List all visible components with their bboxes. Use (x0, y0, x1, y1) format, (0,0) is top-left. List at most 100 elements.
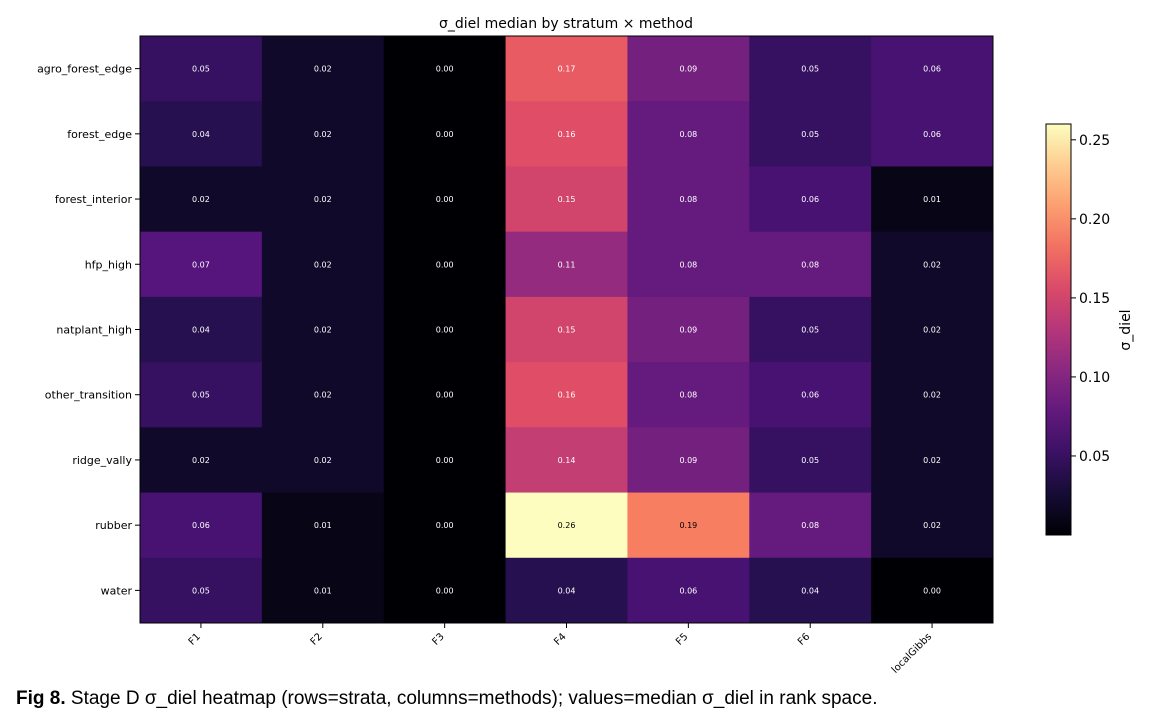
cell-value-label: 0.00 (436, 195, 454, 204)
column-axis: F1 F2 F3 F4 F5 F6 localGibbs (187, 623, 934, 676)
heatmap-cell (140, 36, 263, 102)
heatmap-cells: 0.05 0.02 0.00 0.17 0.09 0.05 0.06 0.04 0.02 0.00… (140, 36, 994, 624)
heatmap-cell (140, 231, 263, 298)
cell-value-label: 0.02 (923, 456, 941, 465)
heatmap-cell (261, 101, 385, 167)
heatmap-cell (383, 101, 507, 167)
cell-value-label: 0.02 (314, 65, 332, 74)
cell-value-label: 0.00 (436, 65, 454, 74)
heatmap-cell (383, 492, 507, 559)
heatmap-cell (871, 36, 994, 102)
row-tick-label: agro_forest_edge (37, 63, 132, 76)
cell-value-label: 0.02 (923, 260, 941, 269)
column-tick-label: F2 (309, 631, 325, 647)
heatmap-cell (383, 231, 507, 298)
heatmap-cell (627, 166, 750, 233)
heatmap-cell (261, 492, 385, 559)
heatmap-cell (627, 296, 750, 363)
heatmap-cell (261, 296, 385, 363)
row-tick-label: natplant_high (56, 324, 132, 337)
cell-value-label: 0.05 (192, 65, 210, 74)
column-tick-label: F6 (796, 631, 812, 647)
heatmap-cell (871, 362, 994, 428)
cell-value-label: 0.06 (192, 521, 210, 530)
cell-value-label: 0.08 (801, 521, 819, 530)
cell-value-label: 0.14 (558, 456, 576, 465)
cell-value-label: 0.02 (314, 195, 332, 204)
colorbar (1045, 123, 1072, 536)
heatmap-cell (505, 492, 628, 559)
column-tick-label: F4 (552, 631, 568, 647)
cell-value-label: 0.02 (314, 260, 332, 269)
caption-label: Fig 8. (16, 688, 66, 709)
cell-value-label: 0.02 (192, 195, 210, 204)
heatmap-cell (505, 557, 628, 624)
heatmap-cell (383, 166, 507, 233)
heatmap-cell (261, 362, 385, 428)
row-tick-label: other_transition (45, 389, 132, 402)
heatmap-cell (749, 492, 872, 559)
column-tick-label: F5 (674, 631, 690, 647)
cell-value-label: 0.02 (923, 326, 941, 335)
cell-value-label: 0.00 (436, 260, 454, 269)
cell-value-label: 0.17 (558, 65, 576, 74)
heatmap-cell (749, 101, 872, 167)
cell-value-label: 0.00 (436, 326, 454, 335)
column-tick-label: F3 (430, 631, 446, 647)
heatmap-cell (871, 296, 994, 363)
heatmap-cell (749, 557, 872, 624)
cell-value-label: 0.08 (679, 195, 697, 204)
heatmap-cell (749, 36, 872, 102)
heatmap-cell (627, 362, 750, 428)
heatmap-cell (627, 231, 750, 298)
cell-value-label: 0.00 (436, 521, 454, 530)
cell-value-label: 0.02 (314, 130, 332, 139)
cell-value-label: 0.08 (679, 391, 697, 400)
cell-value-label: 0.09 (679, 326, 697, 335)
cell-value-label: 0.00 (923, 586, 941, 595)
cell-value-label: 0.00 (436, 130, 454, 139)
heatmap-cell (505, 36, 628, 102)
heatmap-cell (383, 36, 507, 102)
colorbar-tick-label: 0.20 (1079, 212, 1110, 228)
colorbar-tick-label: 0.05 (1079, 449, 1110, 465)
cell-value-label: 0.08 (679, 130, 697, 139)
cell-value-label: 0.08 (801, 260, 819, 269)
cell-value-label: 0.09 (679, 456, 697, 465)
cell-value-label: 0.02 (314, 391, 332, 400)
row-tick-label: ridge_vally (72, 454, 132, 467)
cell-value-label: 0.04 (192, 326, 210, 335)
heatmap-cell (749, 362, 872, 428)
cell-value-label: 0.06 (679, 586, 697, 595)
cell-value-label: 0.00 (436, 586, 454, 595)
heatmap-cell (261, 166, 385, 233)
cell-value-label: 0.07 (192, 260, 210, 269)
heatmap-cell (505, 231, 628, 298)
cell-value-label: 0.00 (436, 391, 454, 400)
cell-value-label: 0.01 (923, 195, 941, 204)
column-tick-label: F1 (187, 631, 203, 647)
row-tick-label: hfp_high (85, 258, 132, 271)
heatmap-cell (505, 427, 628, 494)
cell-value-label: 0.06 (923, 65, 941, 74)
heatmap-cell (627, 427, 750, 494)
heatmap-cell (505, 296, 628, 363)
figure-caption: Fig 8. Stage D σ_diel heatmap (rows=stra… (16, 688, 877, 710)
colorbar-tick-label: 0.25 (1079, 133, 1110, 149)
row-tick-label: forest_interior (55, 193, 133, 206)
cell-value-label: 0.02 (314, 326, 332, 335)
cell-value-label: 0.16 (558, 130, 576, 139)
row-axis: agro_forest_edge forest_edge forest_interi… (37, 63, 140, 597)
heatmap-cell (140, 492, 263, 559)
cell-value-label: 0.05 (801, 65, 819, 74)
cell-value-label: 0.06 (801, 391, 819, 400)
heatmap-cell (261, 557, 385, 624)
heatmap-cell (505, 166, 628, 233)
heatmap-figure: σ_diel median by stratum × method 0.05 0.… (37, 16, 1134, 676)
cell-value-label: 0.02 (923, 521, 941, 530)
row-tick-label: forest_edge (67, 128, 132, 141)
colorbar-tick-label: 0.10 (1079, 370, 1110, 386)
cell-value-label: 0.05 (192, 391, 210, 400)
cell-value-label: 0.02 (192, 456, 210, 465)
cell-value-label: 0.11 (558, 260, 576, 269)
